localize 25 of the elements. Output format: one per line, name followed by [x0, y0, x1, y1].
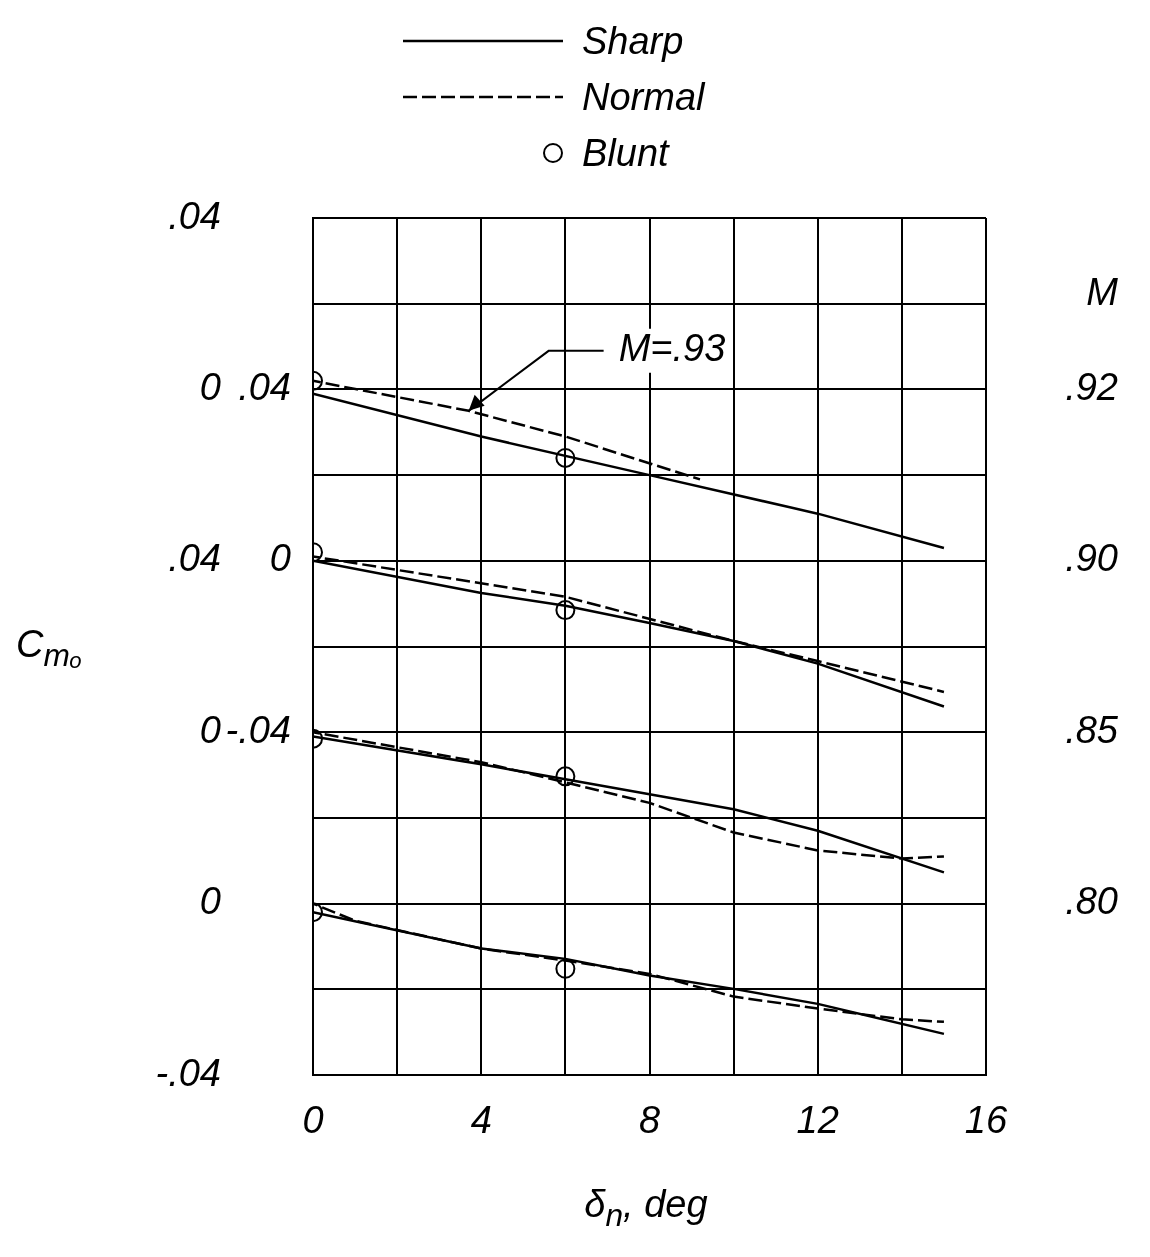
y-tick-label: .04	[168, 537, 221, 580]
text: .92	[1065, 365, 1118, 408]
y-tick-label: .04	[238, 365, 291, 408]
text: .80	[1065, 880, 1118, 923]
legend-label: Sharp	[582, 19, 684, 63]
text: .85	[1065, 708, 1119, 751]
x-tick-label: 12	[796, 1099, 839, 1142]
y-tick-label: -.04	[155, 1051, 221, 1094]
y-tick-label: 0	[269, 537, 291, 580]
y-axis-title: C$_{mₒ}$	[16, 623, 83, 674]
legend-label: Normal	[582, 75, 705, 119]
text: .90	[1065, 537, 1118, 580]
x-axis-title: δ$_{n}$, deg	[583, 1183, 709, 1234]
x-tick-label: 4	[470, 1099, 492, 1142]
annotation: M=.93	[618, 327, 726, 370]
y-tick-label: 0	[199, 708, 221, 751]
x-tick-label: 0	[302, 1099, 324, 1142]
x-tick-label: 16	[964, 1099, 1008, 1142]
y-tick-label: 0	[199, 880, 221, 923]
legend-label: Blunt	[582, 131, 669, 175]
y-tick-label: .04	[168, 194, 221, 237]
text: M	[1086, 270, 1119, 313]
y-tick-label: -.04	[225, 708, 291, 751]
x-tick-label: 8	[638, 1099, 661, 1142]
y-tick-label: 0	[199, 365, 221, 408]
